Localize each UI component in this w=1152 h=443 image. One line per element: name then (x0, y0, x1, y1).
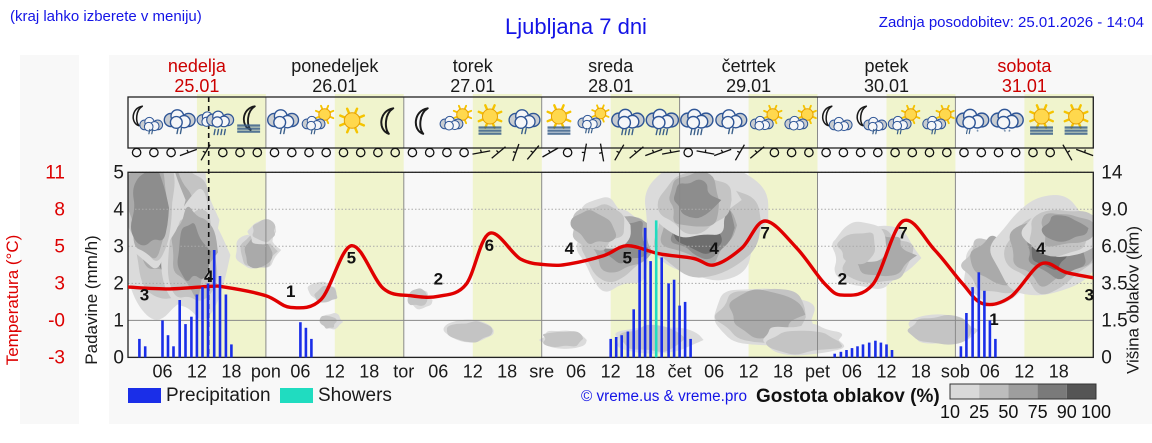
svg-text:3: 3 (1084, 285, 1093, 304)
svg-text:29.01: 29.01 (726, 76, 771, 96)
svg-text:sreda: sreda (588, 56, 634, 76)
svg-text:06: 06 (290, 361, 310, 381)
svg-text:18: 18 (497, 361, 517, 381)
svg-text:18: 18 (1049, 361, 1069, 381)
svg-text:pon: pon (251, 361, 281, 381)
svg-text:12: 12 (187, 361, 207, 381)
svg-text:nedelja: nedelja (168, 56, 227, 76)
svg-text:5: 5 (622, 248, 631, 267)
svg-text:75: 75 (1028, 402, 1048, 422)
svg-text:5: 5 (113, 162, 124, 183)
svg-text:26.01: 26.01 (312, 76, 357, 96)
svg-text:sobota: sobota (997, 56, 1052, 76)
svg-text:2: 2 (838, 270, 847, 289)
svg-text:25.01: 25.01 (174, 76, 219, 96)
svg-text:31.01: 31.01 (1002, 76, 1047, 96)
svg-text:4: 4 (565, 239, 575, 258)
svg-text:četrtek: četrtek (722, 56, 777, 76)
svg-text:1: 1 (113, 310, 124, 331)
svg-text:0: 0 (1101, 347, 1112, 368)
svg-text:5: 5 (54, 236, 65, 257)
svg-text:5: 5 (347, 248, 356, 267)
svg-text:06: 06 (152, 361, 172, 381)
svg-text:06: 06 (704, 361, 724, 381)
svg-text:06: 06 (980, 361, 1000, 381)
svg-text:25: 25 (969, 402, 989, 422)
svg-text:4: 4 (1036, 239, 1046, 258)
svg-text:18: 18 (359, 361, 379, 381)
svg-text:6: 6 (485, 236, 494, 255)
svg-text:3: 3 (113, 236, 124, 257)
svg-text:30.01: 30.01 (864, 76, 909, 96)
svg-text:28.01: 28.01 (588, 76, 633, 96)
svg-text:ponedeljek: ponedeljek (291, 56, 379, 76)
svg-text:Showers: Showers (318, 385, 392, 406)
svg-text:9.0: 9.0 (1101, 199, 1127, 220)
svg-text:čet: čet (668, 361, 692, 381)
svg-text:7: 7 (898, 224, 907, 243)
svg-text:3: 3 (54, 273, 65, 294)
svg-text:8: 8 (54, 199, 65, 220)
svg-text:14: 14 (1101, 162, 1123, 183)
svg-text:12: 12 (876, 361, 896, 381)
svg-text:1: 1 (286, 282, 295, 301)
svg-text:06: 06 (566, 361, 586, 381)
svg-text:Višina oblakov (km): Višina oblakov (km) (1123, 226, 1142, 374)
svg-text:3: 3 (140, 285, 149, 304)
svg-text:12: 12 (325, 361, 345, 381)
svg-text:10: 10 (940, 402, 960, 422)
svg-text:4: 4 (204, 267, 214, 286)
svg-text:sob: sob (941, 361, 970, 381)
svg-text:12: 12 (1014, 361, 1034, 381)
svg-text:12: 12 (463, 361, 483, 381)
svg-text:Temperatura (°C): Temperatura (°C) (3, 235, 22, 366)
svg-text:4: 4 (709, 239, 719, 258)
svg-text:petek: petek (864, 56, 909, 76)
svg-text:12: 12 (739, 361, 759, 381)
svg-text:06: 06 (842, 361, 862, 381)
svg-text:pet: pet (805, 361, 830, 381)
svg-text:Gostota oblakov (%): Gostota oblakov (%) (756, 386, 940, 407)
svg-text:Precipitation: Precipitation (166, 385, 271, 406)
svg-text:18: 18 (635, 361, 655, 381)
svg-text:2: 2 (113, 273, 124, 294)
svg-text:11: 11 (45, 162, 65, 183)
svg-text:Padavine (mm/h): Padavine (mm/h) (82, 235, 101, 364)
svg-text:100: 100 (1081, 402, 1111, 422)
svg-text:0: 0 (113, 347, 124, 368)
svg-text:tor: tor (393, 361, 414, 381)
svg-text:sre: sre (529, 361, 554, 381)
svg-text:7: 7 (760, 224, 769, 243)
svg-text:© vreme.us & vreme.pro: © vreme.us & vreme.pro (581, 388, 747, 405)
svg-text:-3: -3 (48, 347, 65, 368)
svg-text:2: 2 (434, 270, 443, 289)
svg-text:27.01: 27.01 (450, 76, 495, 96)
svg-text:12: 12 (601, 361, 621, 381)
svg-text:torek: torek (453, 56, 494, 76)
svg-text:4: 4 (113, 199, 124, 220)
svg-text:50: 50 (998, 402, 1018, 422)
svg-text:06: 06 (428, 361, 448, 381)
svg-text:90: 90 (1057, 402, 1077, 422)
svg-text:18: 18 (911, 361, 931, 381)
svg-text:18: 18 (221, 361, 241, 381)
svg-text:-0: -0 (48, 310, 65, 331)
svg-text:18: 18 (773, 361, 793, 381)
